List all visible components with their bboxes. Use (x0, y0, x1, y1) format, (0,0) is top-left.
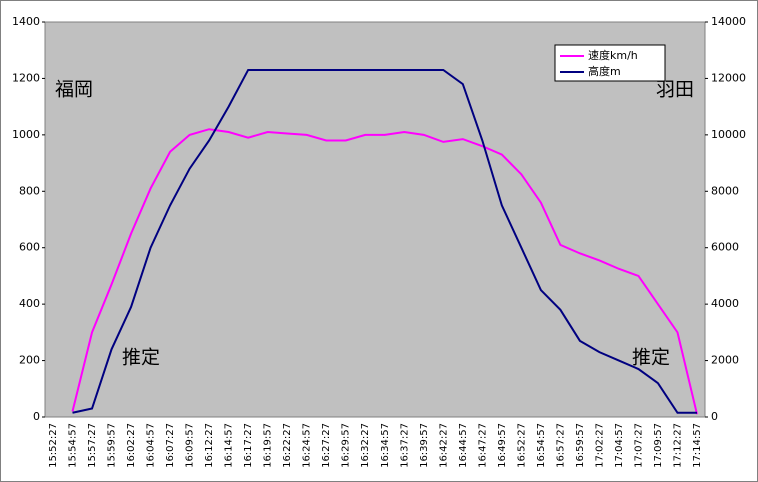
y2-tick-label: 14000 (711, 15, 746, 28)
x-tick-label: 16:42:27 (438, 423, 449, 468)
x-tick-label: 16:14:57 (224, 423, 235, 468)
y-tick-label: 400 (19, 297, 40, 310)
plot-area (44, 21, 706, 418)
x-tick-label: 16:52:27 (516, 423, 527, 468)
x-tick-label: 16:29:57 (341, 423, 352, 468)
x-tick-label: 16:32:27 (360, 423, 371, 468)
x-tick-label: 16:59:57 (575, 423, 586, 468)
x-tick-label: 16:49:57 (497, 423, 508, 468)
y-tick-label: 1000 (12, 128, 40, 141)
y-tick-label: 1200 (12, 71, 40, 84)
legend (554, 44, 666, 82)
x-tick-label: 16:34:57 (380, 423, 391, 468)
y2-tick-label: 6000 (711, 241, 739, 254)
x-tick-label: 16:47:27 (477, 423, 488, 468)
x-tick-label: 17:02:27 (594, 423, 605, 468)
x-tick-label: 16:17:27 (243, 423, 254, 468)
x-tick-label: 16:02:27 (126, 423, 137, 468)
x-tick-label: 16:44:57 (458, 423, 469, 468)
annotation: 福岡 (55, 79, 93, 101)
x-tick-label: 16:57:27 (555, 423, 566, 468)
y2-tick-label: 4000 (711, 297, 739, 310)
annotation: 羽田 (656, 79, 694, 101)
y2-tick-label: 2000 (711, 354, 739, 367)
x-tick-label: 16:22:27 (282, 423, 293, 468)
x-tick-label: 17:12:27 (672, 423, 683, 468)
y2-tick-label: 12000 (711, 71, 746, 84)
y2-tick-label: 0 (711, 410, 718, 423)
x-tick-label: 17:04:57 (614, 423, 625, 468)
x-tick-label: 17:14:57 (692, 423, 703, 468)
x-tick-label: 16:54:57 (536, 423, 547, 468)
series-line (71, 128, 698, 415)
y2-tick-label: 10000 (711, 128, 746, 141)
y-tick-label: 1400 (12, 15, 40, 28)
x-tick-label: 15:52:27 (48, 423, 59, 468)
series-line (72, 68, 697, 414)
x-tick-label: 16:12:27 (204, 423, 215, 468)
x-tick-label: 15:57:27 (87, 423, 98, 468)
x-tick-label: 16:27:27 (321, 423, 332, 468)
annotation: 推定 (122, 347, 160, 369)
x-tick-label: 16:24:57 (302, 423, 313, 468)
x-tick-label: 16:37:27 (399, 423, 410, 468)
y-tick-label: 800 (19, 184, 40, 197)
x-tick-label: 16:07:27 (165, 423, 176, 468)
y2-tick-label: 8000 (711, 184, 739, 197)
x-tick-label: 17:07:27 (633, 423, 644, 468)
x-tick-label: 15:59:57 (107, 423, 118, 468)
legend-label: 速度km/h (588, 48, 638, 62)
x-tick-label: 16:39:57 (419, 423, 430, 468)
x-tick-label: 15:54:57 (68, 423, 79, 468)
x-tick-label: 16:09:57 (185, 423, 196, 468)
x-tick-label: 16:04:57 (146, 423, 157, 468)
annotation: 推定 (632, 347, 670, 369)
y-tick-label: 200 (19, 354, 40, 367)
x-tick-label: 17:09:57 (653, 423, 664, 468)
x-tick-label: 16:19:57 (263, 423, 274, 468)
y-tick-label: 600 (19, 241, 40, 254)
y-tick-label: 0 (33, 410, 40, 423)
legend-label: 高度m (588, 64, 621, 78)
